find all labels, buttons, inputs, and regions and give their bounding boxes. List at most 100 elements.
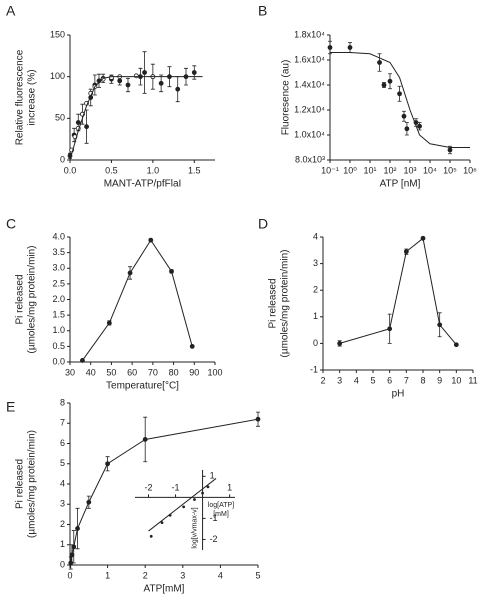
data-point <box>86 499 92 505</box>
series-line <box>69 76 203 161</box>
data-point <box>125 82 131 88</box>
x-tick-label: 60 <box>127 367 137 377</box>
y-axis-label: log[v/vmax-v] <box>191 507 198 548</box>
x-tick-label: 3 <box>180 570 185 580</box>
panel-label: E <box>6 399 15 415</box>
x-axis-label: MANT-ATP/pfFlaI <box>104 179 182 190</box>
x-tick-label: 70 <box>148 367 158 377</box>
x-tick-label: 100 <box>207 367 222 377</box>
y-tick-label: 2.0 <box>52 294 65 304</box>
y-tick-label: 0.0 <box>52 356 65 366</box>
y-tick-label: 1.8x10⁴ <box>294 29 325 39</box>
x-axis-label: log[ATP] <box>208 502 234 509</box>
data-point <box>437 322 443 328</box>
y-tick-label: 150 <box>50 29 65 39</box>
data-point <box>105 461 110 467</box>
x-tick-label: 10⁴ <box>423 165 437 175</box>
data-point <box>106 320 112 326</box>
x-axis-label: pH <box>392 389 405 400</box>
y-tick-label: 8.0x10³ <box>295 154 325 164</box>
x-tick-label: 10³ <box>403 165 416 175</box>
data-point <box>169 268 174 274</box>
x-tick-label: 10⁶ <box>463 165 477 175</box>
data-point <box>191 70 197 75</box>
series-line <box>330 52 470 148</box>
y-tick-label: 0.5 <box>52 341 65 351</box>
x-tick-label: 10² <box>383 165 396 175</box>
panel-label: A <box>6 3 16 19</box>
y-tick-label: 0 <box>313 338 318 348</box>
y-tick-label: -1 <box>210 513 218 523</box>
data-point <box>417 123 422 129</box>
y-tick-label: 3 <box>60 499 65 509</box>
y-axis-label: (µmoles/mg protein/min) <box>27 430 38 538</box>
x-tick-label: 90 <box>189 367 199 377</box>
series-line <box>339 237 457 346</box>
x-tick-label: 1 <box>227 483 232 493</box>
x-tick-label: 2 <box>143 570 148 580</box>
data-point <box>149 534 153 538</box>
x-tick-label: 10⁻¹ <box>321 165 339 175</box>
x-tick-label: 1.5 <box>188 165 201 175</box>
data-point <box>404 126 410 132</box>
data-point <box>201 491 204 495</box>
data-point <box>71 544 77 550</box>
data-point <box>75 120 81 125</box>
y-tick-label: 0 <box>60 559 65 569</box>
data-point <box>206 485 210 489</box>
y-tick-label: 3.0 <box>52 263 65 273</box>
y-tick-label: 1.2x10⁴ <box>294 104 325 114</box>
data-point <box>193 498 196 501</box>
y-tick-label: 3 <box>313 258 318 268</box>
x-axis-label: ATP[mM] <box>144 584 185 595</box>
x-tick-label: 6 <box>387 375 392 385</box>
x-tick-label: 10¹ <box>363 165 376 175</box>
x-tick-label: 8 <box>420 375 425 385</box>
data-point <box>182 505 186 509</box>
x-tick-label: 1.0 <box>147 165 160 175</box>
x-tick-label: 40 <box>86 367 96 377</box>
data-point <box>387 78 393 84</box>
x-tick-label: 9 <box>437 375 442 385</box>
y-axis-label: Fluoresence (au) <box>281 60 292 136</box>
x-tick-label: 10 <box>451 375 461 385</box>
y-tick-label: 100 <box>50 71 65 81</box>
series-line <box>148 478 217 532</box>
data-point <box>109 75 114 80</box>
y-axis-label: (µmoles/mg protein/min) <box>280 249 291 357</box>
data-point <box>189 343 195 349</box>
y-tick-label: 2.5 <box>52 278 65 288</box>
panel-label: B <box>258 3 267 19</box>
y-tick-label: 1.5 <box>52 310 65 320</box>
x-axis-label: Temperature[°C] <box>106 381 179 392</box>
x-axis-label: [mM] <box>213 511 229 518</box>
series-line <box>82 239 193 361</box>
data-point <box>420 235 426 241</box>
data-point <box>377 60 382 65</box>
data-point <box>447 147 453 153</box>
data-point <box>117 78 123 84</box>
x-tick-label: -2 <box>145 483 153 493</box>
y-tick-label: 1.4x10⁴ <box>294 79 325 89</box>
data-point <box>255 416 261 422</box>
data-point <box>84 124 89 130</box>
data-point <box>158 80 164 86</box>
data-point <box>80 358 85 363</box>
y-axis-label: Relative fluorescence <box>15 49 26 145</box>
x-tick-label: 0.5 <box>105 165 118 175</box>
data-point <box>133 73 139 79</box>
y-axis-label: increase (%) <box>27 69 38 125</box>
y-axis-label: Pi released <box>15 459 26 509</box>
data-point <box>453 342 459 348</box>
y-tick-label: 2 <box>60 519 65 529</box>
data-point <box>75 526 80 531</box>
y-axis-label: Pi released <box>15 274 26 324</box>
x-tick-label: 11 <box>468 375 477 385</box>
x-tick-label: 0.0 <box>64 165 77 175</box>
y-tick-label: -1 <box>310 364 318 374</box>
x-tick-label: 50 <box>106 367 116 377</box>
y-tick-label: 1 <box>210 471 215 481</box>
data-point <box>381 82 387 88</box>
x-tick-label: 1 <box>105 570 110 580</box>
y-tick-label: 8 <box>60 397 65 407</box>
